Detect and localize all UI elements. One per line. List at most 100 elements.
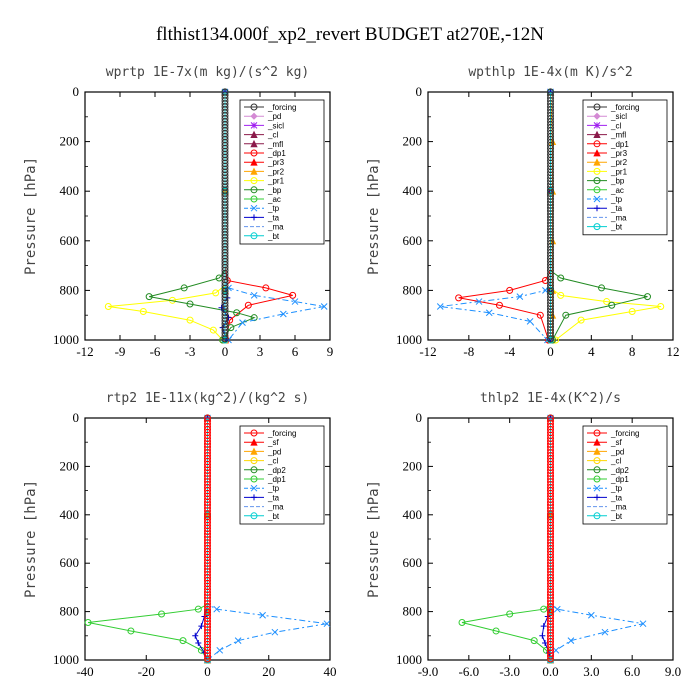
series-marker-pr1 (657, 303, 665, 311)
series-marker-tp (639, 620, 647, 628)
panel-2: wpthlp 1E-4x(m K)/s^2 Pressure [hPa] 0 200 4… (366, 65, 680, 359)
legend-label: _pr2 (267, 167, 285, 176)
y-tick-label: 400 (403, 183, 423, 198)
legend-label: _dp1 (267, 475, 286, 484)
y-tick-label: 800 (403, 282, 423, 297)
x-tick-label: 6 (292, 344, 299, 359)
legend-label: _ma (267, 223, 284, 232)
legend-marker (250, 429, 258, 437)
legend-marker (593, 140, 601, 148)
x-tick-label: -40 (76, 664, 93, 679)
series-marker-tp (552, 646, 560, 654)
y-axis-label: Pressure [hPa] (23, 157, 39, 275)
y-tick-label: 800 (60, 282, 80, 297)
series-marker-dp1 (84, 618, 92, 626)
zero-column-marker (221, 332, 229, 340)
legend-marker (250, 149, 258, 157)
y-tick-label: 600 (60, 555, 80, 570)
legend-marker (593, 429, 601, 437)
series-marker-dp1 (540, 605, 548, 613)
y-tick-label: 1000 (53, 332, 79, 347)
x-tick-label: -3 (185, 344, 196, 359)
zero-column-marker (547, 335, 554, 343)
series-marker-tp (291, 298, 299, 305)
zero-column-marker (547, 652, 554, 660)
zero-column-marker (547, 332, 554, 340)
legend-marker (594, 494, 600, 501)
panel-1: wprtp 1E-7x(m kg)/(s^2 kg) Pressure [hPa]… (23, 65, 333, 359)
legend-marker (250, 232, 258, 240)
x-tick-label: 0 (222, 344, 229, 359)
series-marker-dp1 (455, 294, 463, 302)
series-marker-dp1 (127, 627, 135, 635)
legend-label: _forcing (267, 103, 296, 112)
legend-label: _bt (267, 512, 280, 521)
series-marker-bp (250, 314, 258, 322)
series-line-bp (149, 92, 256, 341)
panel-3: rtp2 1E-11x(kg^2)/(kg^2 s) Pressure [hPa]… (23, 391, 337, 679)
series-marker-bp (608, 301, 616, 309)
legend-marker (250, 195, 258, 203)
legend-marker (250, 103, 258, 111)
x-tick-label: 6.0 (624, 664, 640, 679)
series-marker-dp1 (492, 627, 500, 635)
zero-column-marker (547, 655, 554, 663)
legend-label: _forcing (610, 103, 639, 112)
y-axis-label: Pressure [hPa] (366, 157, 382, 275)
series-marker-ta (195, 640, 202, 647)
series-marker-pr1 (186, 316, 194, 324)
legend-label: _cl (267, 131, 278, 140)
legend-marker (250, 112, 258, 120)
legend-label: _dp1 (267, 149, 286, 158)
legend-marker (250, 457, 258, 465)
y-tick-label: 800 (403, 604, 423, 619)
series-marker-bp (557, 274, 565, 282)
legend-marker (593, 122, 601, 129)
legend-label: _bp (267, 186, 282, 195)
legend-label: _bt (267, 232, 280, 241)
legend-label: _pr3 (610, 149, 628, 158)
zero-column-marker (204, 652, 211, 660)
x-tick-label: -4 (504, 344, 515, 359)
y-tick-label: 400 (403, 507, 423, 522)
x-tick-label: 0.0 (542, 664, 558, 679)
legend-label: _pd (610, 447, 624, 456)
x-tick-label: -3.0 (499, 664, 520, 679)
series-marker-dp1 (530, 637, 538, 645)
legend-label: _ma (610, 213, 627, 222)
x-tick-label: 0 (204, 664, 211, 679)
y-tick-label: 200 (60, 458, 80, 473)
x-tick-label: -12 (419, 344, 436, 359)
legend-label: _cl (610, 457, 621, 466)
legend-marker (250, 438, 258, 446)
legend-marker (250, 158, 258, 166)
y-tick-label: 600 (60, 233, 80, 248)
legend-marker (593, 438, 601, 446)
series-marker-ta (218, 304, 225, 311)
x-tick-label: -6.0 (459, 664, 480, 679)
panel-title: thlp2 1E-4x(K^2)/s (480, 391, 621, 406)
series-marker-tp (553, 605, 561, 613)
x-tick-label: 40 (324, 664, 337, 679)
legend-marker (251, 494, 257, 501)
legend-marker (593, 112, 601, 120)
panel-title: rtp2 1E-11x(kg^2)/(kg^2 s) (106, 391, 310, 406)
panel-4: thlp2 1E-4x(K^2)/s Pressure [hPa] 0 200 400 6… (366, 391, 681, 679)
legend-marker (251, 214, 257, 221)
panel-title: wprtp 1E-7x(m kg)/(s^2 kg) (106, 65, 310, 80)
legend-label: _sicl (267, 121, 284, 130)
legend-label: _ma (267, 503, 284, 512)
y-tick-label: 200 (403, 134, 423, 149)
x-tick-label: -12 (76, 344, 93, 359)
legend-label: _pr1 (267, 177, 285, 186)
legend-marker (250, 130, 258, 138)
legend-label: _dp2 (267, 466, 286, 475)
series-marker-bp (643, 293, 651, 301)
x-tick-label: 9.0 (665, 664, 681, 679)
series-marker-dp1 (506, 286, 514, 294)
legend-marker (250, 447, 258, 455)
series-marker-dp1 (262, 284, 270, 292)
legend-marker (250, 186, 258, 194)
series-marker-tp (601, 628, 609, 636)
series-marker-dp1 (289, 291, 297, 299)
